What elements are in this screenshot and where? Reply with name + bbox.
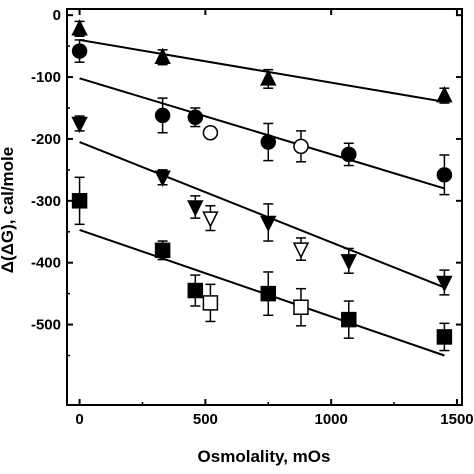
data-point bbox=[293, 299, 309, 315]
y-tick-label: -500 bbox=[31, 317, 61, 334]
x-axis-title: Osmolality, mOs bbox=[198, 447, 331, 466]
y-tick-label: -100 bbox=[31, 69, 61, 86]
data-points-group bbox=[71, 19, 453, 345]
y-tick-label: 0 bbox=[53, 7, 61, 24]
data-point bbox=[436, 275, 453, 293]
data-point bbox=[71, 193, 88, 209]
data-point bbox=[293, 138, 309, 155]
x-tick-label: 0 bbox=[75, 411, 83, 428]
axes-group: 0 500 1000 1500 0 -100 -200 -300 -400 -500 bbox=[31, 7, 474, 428]
data-point bbox=[154, 107, 171, 124]
data-point bbox=[260, 134, 277, 150]
fit-line bbox=[79, 141, 445, 289]
data-point bbox=[202, 125, 219, 141]
y-tick-label: -400 bbox=[31, 255, 61, 272]
data-point bbox=[187, 109, 204, 126]
data-point bbox=[260, 215, 277, 233]
x-tick-label: 1500 bbox=[440, 411, 473, 428]
data-point bbox=[436, 167, 453, 183]
data-point bbox=[260, 285, 277, 302]
fit-line bbox=[79, 77, 445, 190]
data-point bbox=[436, 85, 453, 103]
data-point bbox=[187, 200, 204, 217]
data-point bbox=[292, 242, 310, 259]
data-point bbox=[260, 69, 277, 86]
data-point bbox=[341, 311, 357, 328]
data-point bbox=[71, 116, 88, 134]
x-tick-label: 1000 bbox=[314, 411, 347, 428]
y-axis-title: Δ(ΔG), cal/mole bbox=[0, 147, 17, 273]
data-point bbox=[202, 295, 219, 311]
data-point bbox=[436, 329, 453, 345]
data-point bbox=[341, 146, 357, 163]
data-point bbox=[71, 43, 88, 59]
data-point bbox=[71, 19, 88, 36]
plot-frame bbox=[66, 8, 463, 406]
data-point bbox=[187, 282, 204, 299]
data-point bbox=[340, 254, 357, 271]
x-tick-label: 500 bbox=[193, 411, 218, 428]
data-point bbox=[154, 242, 171, 259]
y-tick-label: -200 bbox=[31, 131, 61, 148]
data-point bbox=[202, 211, 219, 228]
fit-line bbox=[79, 38, 445, 103]
fit-lines-group bbox=[79, 38, 445, 357]
data-point bbox=[154, 47, 171, 65]
data-point bbox=[154, 170, 171, 187]
y-tick-label: -300 bbox=[31, 193, 61, 210]
